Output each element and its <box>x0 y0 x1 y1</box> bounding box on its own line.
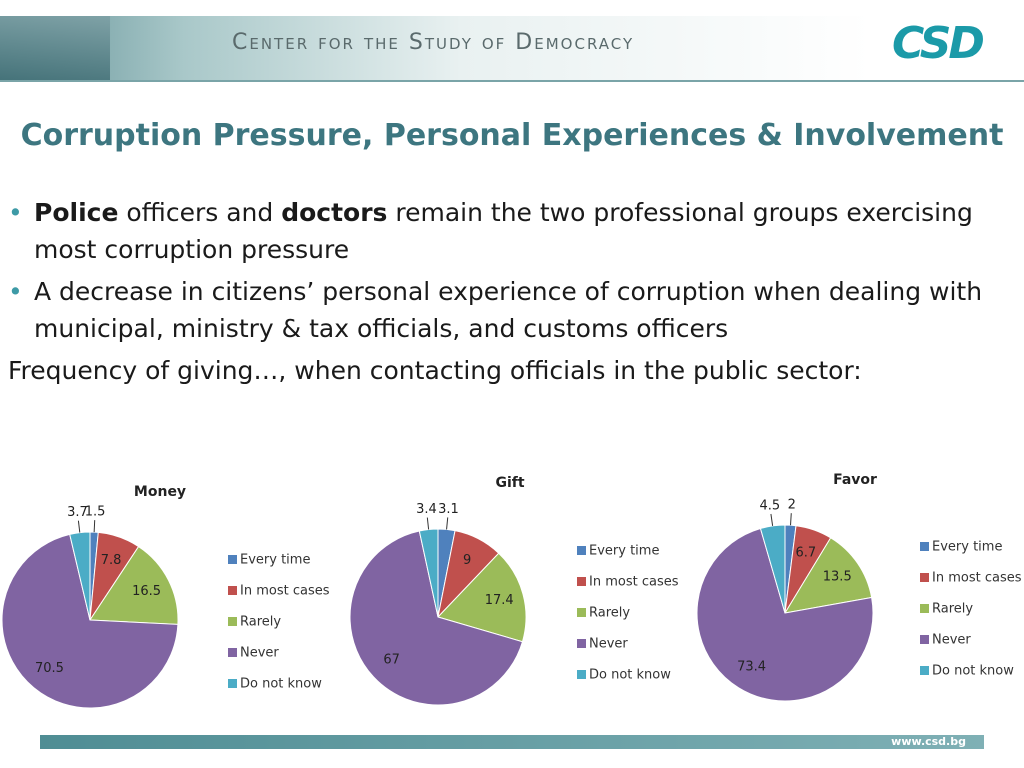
legend-swatch <box>228 586 237 595</box>
pie-slice <box>349 530 524 706</box>
legend-label: Every time <box>240 553 310 568</box>
legend-swatch <box>577 577 586 586</box>
legend-swatch <box>920 635 929 644</box>
legend-label: In most cases <box>932 571 1022 586</box>
leader-line <box>77 520 81 533</box>
data-label: 7.8 <box>101 553 122 568</box>
header: Center for the Study of Democracy CSD <box>0 16 1024 82</box>
legend-label: Do not know <box>589 668 671 683</box>
data-label: 3.7 <box>67 505 88 520</box>
legend-label: Do not know <box>240 677 322 692</box>
legend-label: Every time <box>589 544 659 559</box>
legend-swatch <box>577 608 586 617</box>
chart-title: Money <box>134 484 186 500</box>
bullet: A decrease in citizens’ personal experie… <box>8 273 1008 347</box>
data-label: 73.4 <box>737 659 766 674</box>
data-label: 2 <box>788 498 796 513</box>
subheading: Frequency of giving…, when contacting of… <box>8 356 862 385</box>
legend-swatch <box>577 639 586 648</box>
data-label: 67 <box>383 653 400 668</box>
legend-swatch <box>577 546 586 555</box>
data-label: 70.5 <box>35 661 64 676</box>
footer-bar: www.csd.bg <box>40 735 984 749</box>
text: officers and <box>118 198 282 227</box>
legend-label: Never <box>589 637 628 652</box>
legend-label: Rarely <box>932 602 973 617</box>
leader-line <box>790 513 792 526</box>
charts: Money 1.5 Every time 7.8 In most cases 16.5 Ra… <box>1 472 1022 709</box>
pie-slice <box>437 552 527 643</box>
data-label: 4.5 <box>759 499 780 514</box>
organization-name: Center for the Study of Democracy <box>232 30 635 55</box>
data-label: 17.4 <box>485 593 514 608</box>
data-label: 9 <box>463 553 471 568</box>
legend-swatch <box>228 617 237 626</box>
data-label: 13.5 <box>823 570 852 585</box>
bullet: Police officers and doctors remain the t… <box>8 194 1008 268</box>
legend-swatch <box>920 666 929 675</box>
header-photo <box>0 16 110 80</box>
legend-swatch <box>228 679 237 688</box>
leader-line <box>426 517 430 530</box>
slide-text: Police officers and doctors remain the t… <box>8 194 1008 389</box>
leader-line <box>446 517 449 530</box>
legend-label: Never <box>932 633 971 648</box>
legend-label: Rarely <box>589 606 630 621</box>
slide-title: Corruption Pressure, Personal Experience… <box>20 118 1004 153</box>
legend-swatch <box>228 555 237 564</box>
bold-text: Police <box>34 198 119 227</box>
pie-slice <box>418 528 439 618</box>
data-label: 6.7 <box>796 546 817 561</box>
chart-title: Gift <box>495 475 524 491</box>
legend-label: Do not know <box>932 664 1014 679</box>
legend-swatch <box>920 604 929 613</box>
legend-swatch <box>228 648 237 657</box>
leader-line <box>770 513 774 526</box>
pie-slice <box>759 524 786 614</box>
logo: CSD <box>892 18 985 69</box>
legend-label: Never <box>240 646 279 661</box>
legend-swatch <box>920 542 929 551</box>
pie-slice <box>783 537 873 614</box>
legend-swatch <box>577 670 586 679</box>
bold-text: doctors <box>281 198 388 227</box>
text: remain the two professional groups exerc… <box>34 198 973 264</box>
legend-label: In most cases <box>589 575 679 590</box>
website: www.csd.bg <box>891 735 966 748</box>
pie-slice <box>1 533 179 709</box>
legend-label: Rarely <box>240 615 281 630</box>
legend-swatch <box>920 573 929 582</box>
legend-label: In most cases <box>240 584 330 599</box>
legend-label: Every time <box>932 540 1002 555</box>
data-label: 3.1 <box>438 502 459 517</box>
pie-slice <box>696 527 874 702</box>
leader-line <box>93 520 96 533</box>
text: A decrease in citizens’ personal experie… <box>34 277 983 343</box>
chart-title: Favor <box>833 472 877 488</box>
data-label: 16.5 <box>132 584 161 599</box>
data-label: 3.4 <box>416 502 437 517</box>
pie-slice <box>89 545 179 625</box>
data-label: 1.5 <box>85 505 106 520</box>
